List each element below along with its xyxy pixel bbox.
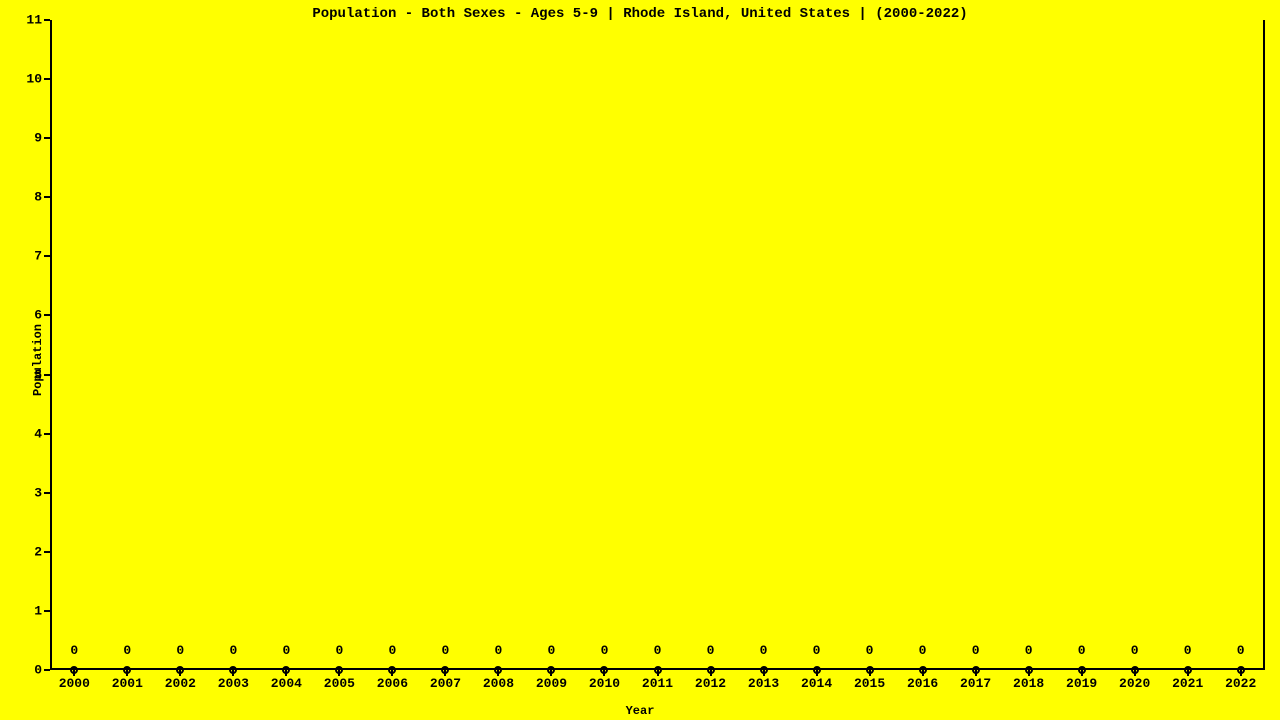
x-tick-label: 2004 xyxy=(271,676,302,691)
data-value-label: 0 xyxy=(282,643,290,658)
data-marker xyxy=(229,666,237,674)
y-tick-label: 2 xyxy=(34,544,42,559)
y-tick-label: 9 xyxy=(34,131,42,146)
x-tick-label: 2005 xyxy=(324,676,355,691)
data-value-label: 0 xyxy=(548,643,556,658)
y-tick-label: 7 xyxy=(34,249,42,264)
data-value-label: 0 xyxy=(601,643,609,658)
x-tick-label: 2013 xyxy=(748,676,779,691)
data-marker xyxy=(1025,666,1033,674)
data-value-label: 0 xyxy=(495,643,503,658)
data-marker xyxy=(707,666,715,674)
x-tick-label: 2012 xyxy=(695,676,726,691)
x-tick-label: 2022 xyxy=(1225,676,1256,691)
y-tick-label: 8 xyxy=(34,190,42,205)
y-tick-label: 5 xyxy=(34,367,42,382)
y-tick xyxy=(44,314,50,316)
data-marker xyxy=(654,666,662,674)
x-tick-label: 2000 xyxy=(59,676,90,691)
x-tick-label: 2010 xyxy=(589,676,620,691)
y-tick-label: 4 xyxy=(34,426,42,441)
y-tick-label: 6 xyxy=(34,308,42,323)
data-marker xyxy=(123,666,131,674)
data-value-label: 0 xyxy=(1078,643,1086,658)
x-tick-label: 2009 xyxy=(536,676,567,691)
x-tick-label: 2003 xyxy=(218,676,249,691)
data-value-label: 0 xyxy=(813,643,821,658)
y-tick xyxy=(44,19,50,21)
data-marker xyxy=(388,666,396,674)
x-tick-label: 2015 xyxy=(854,676,885,691)
data-value-label: 0 xyxy=(1025,643,1033,658)
x-tick-label: 2016 xyxy=(907,676,938,691)
data-marker xyxy=(760,666,768,674)
y-tick xyxy=(44,433,50,435)
data-value-label: 0 xyxy=(919,643,927,658)
data-marker xyxy=(441,666,449,674)
x-axis-label: Year xyxy=(0,704,1280,718)
y-axis-line xyxy=(50,20,52,670)
data-value-label: 0 xyxy=(1184,643,1192,658)
x-tick-label: 2008 xyxy=(483,676,514,691)
data-value-label: 0 xyxy=(442,643,450,658)
y-tick xyxy=(44,255,50,257)
right-axis-line xyxy=(1263,20,1265,670)
y-tick xyxy=(44,669,50,671)
y-tick-label: 0 xyxy=(34,663,42,678)
x-tick-label: 2007 xyxy=(430,676,461,691)
data-value-label: 0 xyxy=(335,643,343,658)
data-value-label: 0 xyxy=(229,643,237,658)
data-value-label: 0 xyxy=(760,643,768,658)
data-marker xyxy=(335,666,343,674)
data-marker xyxy=(972,666,980,674)
data-marker xyxy=(1078,666,1086,674)
x-tick-label: 2011 xyxy=(642,676,673,691)
data-marker xyxy=(1184,666,1192,674)
data-marker xyxy=(547,666,555,674)
data-marker xyxy=(919,666,927,674)
data-value-label: 0 xyxy=(176,643,184,658)
data-marker xyxy=(282,666,290,674)
x-tick-label: 2020 xyxy=(1119,676,1150,691)
data-marker xyxy=(1131,666,1139,674)
data-value-label: 0 xyxy=(654,643,662,658)
data-value-label: 0 xyxy=(1237,643,1245,658)
data-marker xyxy=(494,666,502,674)
x-tick-label: 2002 xyxy=(165,676,196,691)
y-tick-label: 3 xyxy=(34,485,42,500)
x-tick-label: 2006 xyxy=(377,676,408,691)
data-marker xyxy=(1237,666,1245,674)
y-tick-label: 1 xyxy=(34,603,42,618)
y-tick xyxy=(44,610,50,612)
x-tick-label: 2021 xyxy=(1172,676,1203,691)
x-tick-label: 2017 xyxy=(960,676,991,691)
data-marker xyxy=(70,666,78,674)
data-marker xyxy=(813,666,821,674)
data-value-label: 0 xyxy=(389,643,397,658)
y-tick xyxy=(44,196,50,198)
y-tick xyxy=(44,78,50,80)
y-axis-label: Population xyxy=(31,324,45,396)
y-tick-label: 10 xyxy=(26,72,42,87)
data-value-label: 0 xyxy=(70,643,78,658)
y-tick-label: 11 xyxy=(26,13,42,28)
x-tick-label: 2014 xyxy=(801,676,832,691)
data-marker xyxy=(866,666,874,674)
data-value-label: 0 xyxy=(1131,643,1139,658)
x-tick-label: 2019 xyxy=(1066,676,1097,691)
y-tick xyxy=(44,551,50,553)
data-marker xyxy=(176,666,184,674)
data-value-label: 0 xyxy=(866,643,874,658)
x-tick-label: 2018 xyxy=(1013,676,1044,691)
y-tick xyxy=(44,137,50,139)
data-value-label: 0 xyxy=(123,643,131,658)
data-marker xyxy=(600,666,608,674)
y-tick xyxy=(44,374,50,376)
y-tick xyxy=(44,492,50,494)
data-value-label: 0 xyxy=(707,643,715,658)
x-tick-label: 2001 xyxy=(112,676,143,691)
plot-area: 0123456789101120002001200220032004200520… xyxy=(50,20,1265,670)
data-value-label: 0 xyxy=(972,643,980,658)
